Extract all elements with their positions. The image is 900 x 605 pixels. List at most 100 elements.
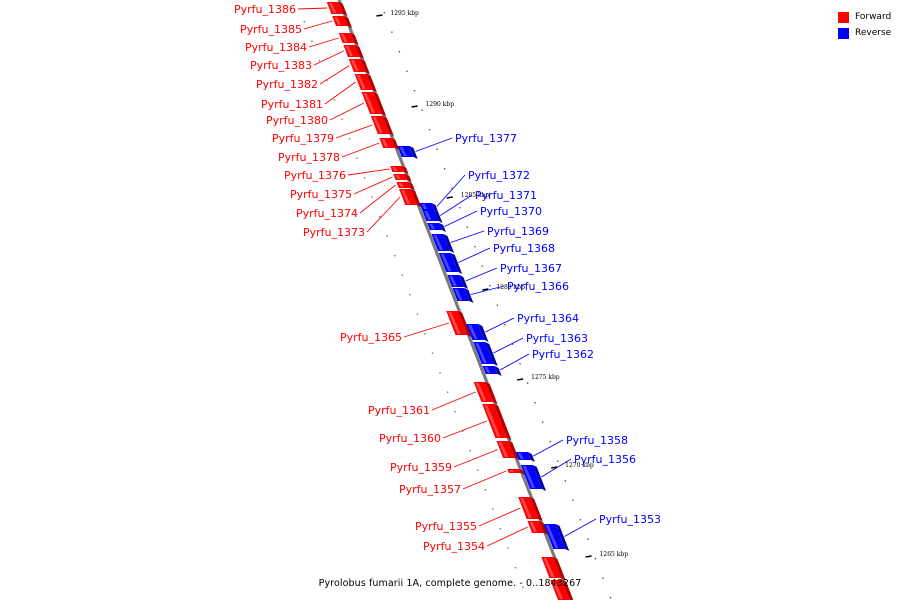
gene-label[interactable]: Pyrfu_1370	[480, 205, 542, 218]
forward-swatch	[838, 11, 849, 23]
gene-feature-pyrfu-1366[interactable]	[452, 288, 474, 303]
gene-feature-pyrfu-1372[interactable]	[419, 203, 439, 212]
gene-feature-unlabeled[interactable]	[541, 557, 566, 580]
gene-feature-pyrfu-1355[interactable]	[518, 497, 543, 521]
gene-label[interactable]: Pyrfu_1375	[290, 188, 352, 201]
gene-label[interactable]: Pyrfu_1380	[266, 114, 328, 127]
gene-feature-pyrfu-1370[interactable]	[427, 223, 446, 232]
gene-label[interactable]: Pyrfu_1366	[507, 280, 569, 293]
gene-label[interactable]: Pyrfu_1361	[368, 404, 430, 417]
minor-tick	[416, 313, 419, 315]
gene-label[interactable]: Pyrfu_1371	[475, 189, 537, 202]
gene-label[interactable]: Pyrfu_1377	[455, 132, 517, 145]
gene-side-face	[338, 2, 348, 16]
gene-feature-pyrfu-1358[interactable]	[515, 452, 535, 462]
label-layer: Pyrfu_1386 Pyrfu_1385 Pyrfu_1384 Pyrfu_1383…	[234, 3, 661, 553]
gene-feature-pyrfu-1361[interactable]	[473, 382, 498, 404]
gene-label[interactable]: Pyrfu_1376	[284, 169, 346, 182]
gene-feature-pyrfu-1380[interactable]	[361, 92, 387, 116]
gene-feature-pyrfu-1357[interactable]	[507, 469, 525, 475]
legend-item-reverse: Reverse	[838, 25, 891, 41]
gene-feature-pyrfu-1385[interactable]	[332, 16, 353, 28]
minor-tick	[333, 99, 336, 101]
gene-feature-pyrfu-1375[interactable]	[393, 174, 412, 182]
gene-feature-pyrfu-1356[interactable]	[520, 465, 547, 491]
major-tick	[411, 105, 418, 108]
gene-label[interactable]: Pyrfu_1386	[234, 3, 296, 16]
gene-label[interactable]: Pyrfu_1367	[500, 262, 562, 275]
gene-feature-pyrfu-1381[interactable]	[354, 74, 377, 92]
gene-label[interactable]: Pyrfu_1372	[468, 169, 530, 182]
gene-feature-pyrfu-1377[interactable]	[397, 146, 418, 159]
gene-body	[361, 92, 383, 114]
gene-feature-pyrfu-1360[interactable]	[482, 404, 512, 440]
gene-label[interactable]: Pyrfu_1378	[278, 151, 340, 164]
minor-tick	[466, 226, 468, 228]
gene-label[interactable]: Pyrfu_1382	[256, 78, 318, 91]
gene-feature-pyrfu-1362[interactable]	[482, 366, 502, 376]
gene-connector	[431, 391, 476, 411]
gene-label[interactable]: Pyrfu_1360	[379, 432, 441, 445]
gene-label[interactable]: Pyrfu_1384	[245, 41, 307, 54]
gene-label[interactable]: Pyrfu_1365	[340, 331, 402, 344]
gene-label[interactable]: Pyrfu_1374	[296, 207, 358, 220]
gene-label[interactable]: Pyrfu_1369	[487, 225, 549, 238]
gene-feature-pyrfu-1354[interactable]	[527, 521, 549, 535]
gene-connector	[499, 353, 530, 371]
gene-side-face	[458, 311, 472, 337]
gene-feature-pyrfu-1384[interactable]	[338, 33, 359, 45]
gene-feature-pyrfu-1365[interactable]	[446, 311, 472, 337]
gene-feature-pyrfu-1379[interactable]	[370, 116, 394, 136]
gene-feature-pyrfu-1368[interactable]	[438, 253, 463, 274]
gene-feature-pyrfu-1378[interactable]	[379, 138, 400, 150]
gene-feature-pyrfu-1353[interactable]	[543, 524, 570, 551]
gene-label[interactable]: Pyrfu_1358	[566, 434, 628, 447]
gene-feature-pyrfu-1369[interactable]	[431, 234, 455, 253]
gene-label[interactable]: Pyrfu_1368	[493, 242, 555, 255]
gene-highlight	[345, 46, 354, 56]
minor-tick	[401, 274, 404, 276]
gene-side-face	[464, 288, 474, 303]
gene-highlight	[398, 183, 404, 187]
gene-label[interactable]: Pyrfu_1364	[517, 312, 579, 325]
gene-feature-pyrfu-1371[interactable]	[422, 210, 443, 223]
gene-body	[393, 174, 408, 180]
minor-tick	[459, 207, 461, 209]
gene-feature-pyrfu-1364[interactable]	[466, 324, 489, 342]
gene-feature-pyrfu-1376[interactable]	[390, 166, 409, 174]
gene-label[interactable]: Pyrfu_1373	[303, 226, 365, 239]
gene-label[interactable]: Pyrfu_1356	[574, 453, 636, 466]
gene-label[interactable]: Pyrfu_1383	[250, 59, 312, 72]
gene-label[interactable]: Pyrfu_1354	[423, 540, 485, 553]
gene-feature-unlabeled[interactable]	[550, 580, 574, 602]
gene-feature-pyrfu-1383[interactable]	[343, 45, 365, 59]
gene-side-face	[431, 203, 439, 212]
gene-label[interactable]: Pyrfu_1379	[272, 132, 334, 145]
gene-feature-pyrfu-1359[interactable]	[496, 441, 520, 460]
gene-body	[507, 469, 521, 473]
gene-feature-pyrfu-1386[interactable]	[326, 2, 348, 16]
gene-feature-pyrfu-1374[interactable]	[396, 182, 415, 190]
gene-connector	[458, 247, 491, 263]
gene-label[interactable]: Pyrfu_1357	[399, 483, 461, 496]
gene-feature-pyrfu-1382[interactable]	[348, 59, 370, 74]
gene-label[interactable]: Pyrfu_1353	[599, 513, 661, 526]
gene-label[interactable]: Pyrfu_1363	[526, 332, 588, 345]
gene-connector	[324, 81, 356, 105]
gene-label[interactable]: Pyrfu_1359	[390, 461, 452, 474]
gene-body	[496, 441, 516, 458]
gene-feature-pyrfu-1363[interactable]	[473, 342, 498, 366]
gene-connector	[313, 50, 344, 66]
gene-label[interactable]: Pyrfu_1385	[240, 23, 302, 36]
gene-feature-pyrfu-1367[interactable]	[447, 275, 468, 289]
gene-label[interactable]: Pyrfu_1355	[415, 520, 477, 533]
minor-tick	[504, 324, 506, 326]
gene-label[interactable]: Pyrfu_1381	[261, 98, 323, 111]
gene-highlight	[381, 139, 389, 147]
gene-highlight	[433, 235, 444, 250]
gene-connector	[353, 176, 393, 195]
gene-feature-pyrfu-1373[interactable]	[399, 189, 422, 207]
gene-label[interactable]: Pyrfu_1362	[532, 348, 594, 361]
gene-highlight	[392, 167, 398, 171]
